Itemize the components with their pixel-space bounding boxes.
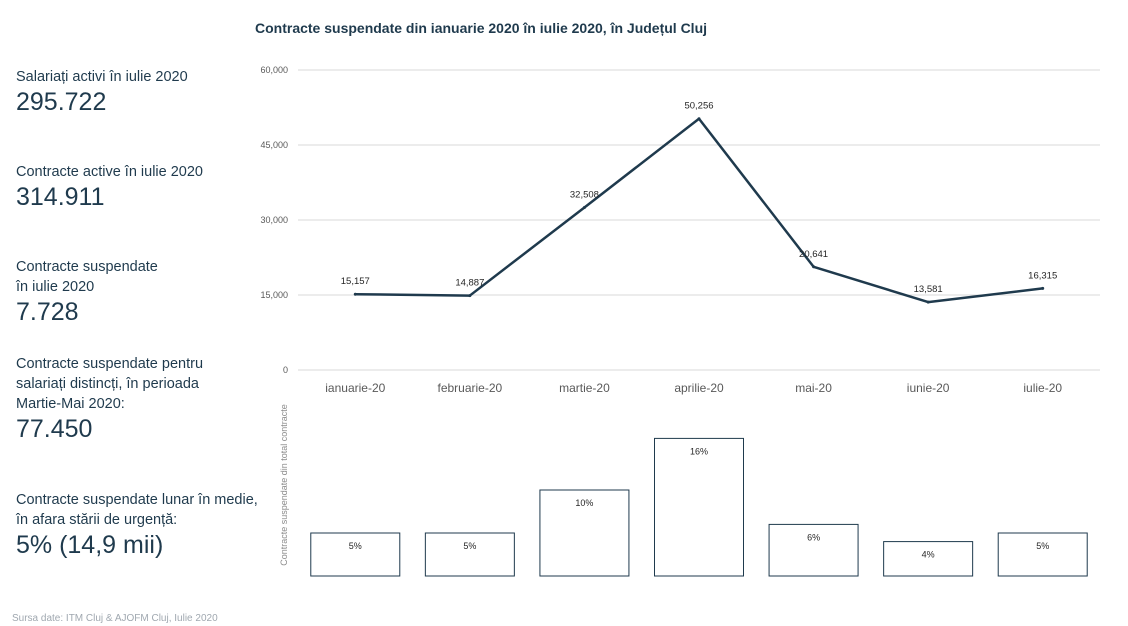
bar-data-label: 5% xyxy=(463,541,476,551)
chart-title: Contracte suspendate din ianuarie 2020 î… xyxy=(255,20,708,36)
y-tick-label: 60,000 xyxy=(260,65,288,75)
x-tick-label: martie-20 xyxy=(559,381,610,395)
y-tick-label: 15,000 xyxy=(260,290,288,300)
kpi-label: Contracte suspendate xyxy=(16,259,158,275)
kpi-suspended-distinct: Contracte suspendate pentru salariați di… xyxy=(16,354,203,444)
data-point xyxy=(353,292,357,296)
bar-data-label: 10% xyxy=(575,498,593,508)
bar xyxy=(424,532,515,577)
kpi-value: 5% (14,9 mii) xyxy=(16,531,164,559)
bar xyxy=(997,532,1088,577)
data-point xyxy=(812,265,816,269)
data-point xyxy=(582,205,586,209)
kpi-active-employees: Salariați activi în iulie 2020 295.722 xyxy=(16,67,188,117)
bar xyxy=(539,489,630,577)
data-label: 14,887 xyxy=(455,278,484,289)
bar-data-label: 5% xyxy=(1036,541,1049,551)
y-tick-label: 45,000 xyxy=(260,140,288,150)
data-label: 13,581 xyxy=(914,284,943,295)
kpi-label: Martie-Mai 2020: xyxy=(16,396,125,412)
bar-data-label: 4% xyxy=(922,550,935,560)
kpi-label: Contracte active în iulie 2020 xyxy=(16,164,203,180)
x-tick-label: ianuarie-20 xyxy=(325,381,385,395)
kpi-value: 295.722 xyxy=(16,88,107,116)
data-label: 16,315 xyxy=(1028,270,1057,281)
series-line xyxy=(355,117,1043,304)
x-tick-label: mai-20 xyxy=(795,381,832,395)
data-point xyxy=(468,294,472,298)
x-tick-label: februarie-20 xyxy=(437,381,502,395)
bar-data-label: 5% xyxy=(349,541,362,551)
kpi-suspended-contracts: Contracte suspendate în iulie 2020 7.728 xyxy=(16,257,158,327)
kpi-monthly-average: Contracte suspendate lunar în medie, în … xyxy=(16,490,258,560)
kpi-label: în iulie 2020 xyxy=(16,279,95,295)
kpi-label: Contracte suspendate lunar în medie, xyxy=(16,492,258,508)
x-tick-label: iulie-20 xyxy=(1023,381,1062,395)
kpi-label: salariați distincți, în perioada xyxy=(16,376,199,392)
kpi-value: 7.728 xyxy=(16,298,79,326)
bar xyxy=(883,541,974,577)
data-label: 20,641 xyxy=(799,249,828,260)
x-tick-label: iunie-20 xyxy=(907,381,950,395)
data-label: 15,157 xyxy=(341,276,370,287)
kpi-label: Salariați activi în iulie 2020 xyxy=(16,69,188,85)
bar-y-axis-label: Contracte suspendate din total contracte xyxy=(279,404,289,566)
kpi-label: în afara stării de urgență: xyxy=(16,512,178,528)
y-tick-label: 30,000 xyxy=(260,215,288,225)
data-label: 50,256 xyxy=(684,101,713,112)
kpi-value: 77.450 xyxy=(16,415,93,443)
bar-data-label: 16% xyxy=(690,446,708,456)
data-point xyxy=(697,117,701,121)
bar xyxy=(654,437,744,577)
bar-data-label: 6% xyxy=(807,532,820,542)
data-label: 32,508 xyxy=(570,189,599,200)
source-note: Sursa date: ITM Cluj & AJOFM Cluj, Iulie… xyxy=(12,613,218,624)
data-point xyxy=(926,300,930,304)
data-point xyxy=(1041,286,1045,290)
bar xyxy=(310,532,401,577)
y-tick-label: 0 xyxy=(283,365,288,375)
kpi-value: 314.911 xyxy=(16,183,105,211)
kpi-active-contracts: Contracte active în iulie 2020 314.911 xyxy=(16,162,203,212)
x-tick-label: aprilie-20 xyxy=(674,381,724,395)
kpi-label: Contracte suspendate pentru xyxy=(16,356,204,372)
bar xyxy=(768,523,859,577)
